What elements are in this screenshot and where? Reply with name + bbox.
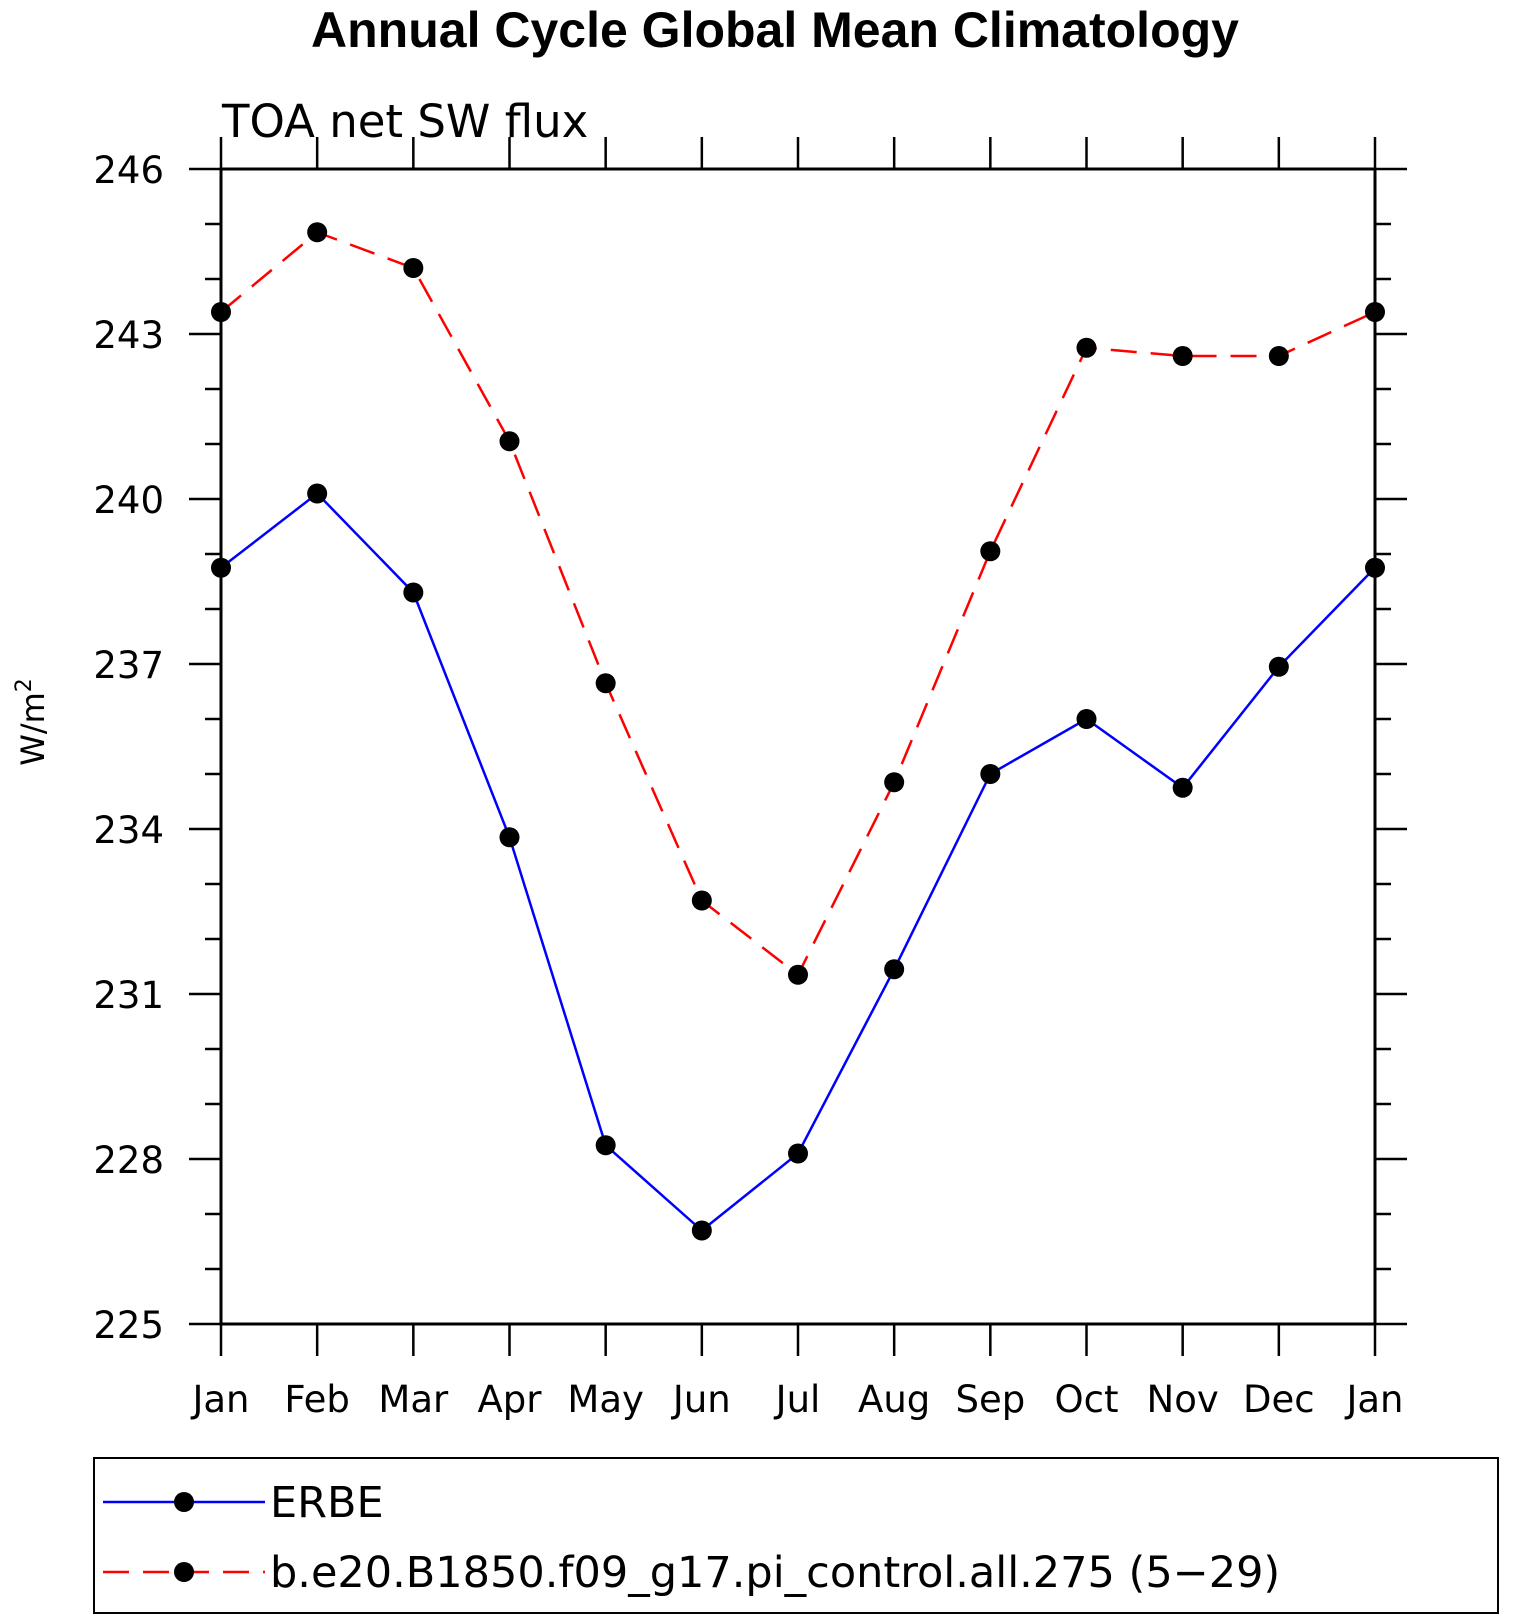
y-tick-label: 246 xyxy=(93,149,164,192)
data-point-series-2 xyxy=(884,772,905,793)
data-point-series-2 xyxy=(211,302,231,322)
x-tick-label: Dec xyxy=(1243,1378,1315,1421)
legend-label-2: b.e20.B1850.f09_g17.pi_control.all.275 (… xyxy=(270,1548,1280,1598)
x-tick-label: Oct xyxy=(1055,1378,1119,1421)
data-point-series-2 xyxy=(980,541,1001,562)
y-tick-label: 237 xyxy=(93,644,164,687)
x-tick-label: Feb xyxy=(284,1378,350,1421)
data-point-series-2 xyxy=(1076,337,1097,358)
data-point-series-1 xyxy=(211,557,231,578)
x-tick-label: Nov xyxy=(1147,1378,1219,1421)
data-point-series-1 xyxy=(1365,557,1385,578)
x-tick-label: Mar xyxy=(378,1378,449,1421)
data-point-series-2 xyxy=(788,964,808,985)
data-point-series-1 xyxy=(1268,656,1289,677)
legend-items: ERBE b.e20.B1850.f09_g17.pi_control.all.2… xyxy=(103,1478,1280,1598)
y-tick-labels: 225 228 231 234 237 240 243 246 xyxy=(93,149,164,1347)
plot-frame xyxy=(219,167,1377,1326)
data-point-series-2 xyxy=(307,222,328,243)
legend: ERBE b.e20.B1850.f09_g17.pi_control.all.2… xyxy=(93,1457,1499,1614)
x-tick-label: Aug xyxy=(858,1378,930,1421)
series-line-1 xyxy=(220,491,1376,1233)
x-tick-label: Sep xyxy=(955,1378,1025,1421)
chart-title: Annual Cycle Global Mean Climatology xyxy=(311,2,1239,58)
y-tick-label: 231 xyxy=(93,974,164,1017)
x-tick-label: Apr xyxy=(477,1378,542,1421)
y-axis-label-text: W/m xyxy=(14,692,52,766)
axis-ticks xyxy=(189,137,1407,1356)
y-tick-label: 240 xyxy=(93,479,164,522)
x-tick-label: Jun xyxy=(671,1378,731,1421)
data-point-series-1 xyxy=(499,827,520,848)
data-point-series-1 xyxy=(1076,709,1097,729)
data-point-series-1 xyxy=(403,582,424,603)
data-point-series-1 xyxy=(1172,777,1193,798)
x-tick-label: May xyxy=(567,1378,644,1421)
y-tick-label: 228 xyxy=(93,1139,164,1182)
data-point-series-1 xyxy=(788,1143,808,1164)
y-axis-label-superscript: 2 xyxy=(12,678,37,692)
legend-box xyxy=(93,1457,1499,1614)
data-point-series-1 xyxy=(980,764,1001,784)
chart-subtitle: TOA net SW flux xyxy=(221,95,588,148)
data-point-series-2 xyxy=(1365,302,1385,322)
data-point-series-2 xyxy=(403,258,424,278)
data-point-series-2 xyxy=(499,431,520,452)
data-point-series-1 xyxy=(884,959,905,980)
series-points xyxy=(211,222,1385,1241)
x-tick-label: Jan xyxy=(190,1378,249,1421)
legend-marker-2 xyxy=(174,1562,194,1582)
data-point-series-1 xyxy=(307,483,328,504)
data-point-series-2 xyxy=(691,890,712,911)
y-tick-label: 234 xyxy=(93,809,164,852)
series-lines xyxy=(220,230,1376,1233)
data-point-series-2 xyxy=(1268,346,1289,366)
x-tick-labels: Jan Feb Mar Apr May Jun Jul Aug Sep Oct Nov Dec Jan xyxy=(190,1378,1403,1421)
x-tick-label: Jan xyxy=(1344,1378,1403,1421)
y-axis-label: W/m2 xyxy=(12,678,52,766)
data-point-series-2 xyxy=(1172,346,1193,366)
x-tick-label: Jul xyxy=(774,1378,821,1421)
y-tick-label: 225 xyxy=(93,1304,164,1347)
y-tick-label: 243 xyxy=(93,314,164,357)
series-line-2 xyxy=(220,230,1376,977)
data-point-series-2 xyxy=(595,673,616,694)
legend-marker-1 xyxy=(174,1492,194,1512)
data-point-series-1 xyxy=(691,1220,712,1241)
legend-label-1: ERBE xyxy=(270,1478,384,1528)
data-point-series-1 xyxy=(595,1135,616,1156)
